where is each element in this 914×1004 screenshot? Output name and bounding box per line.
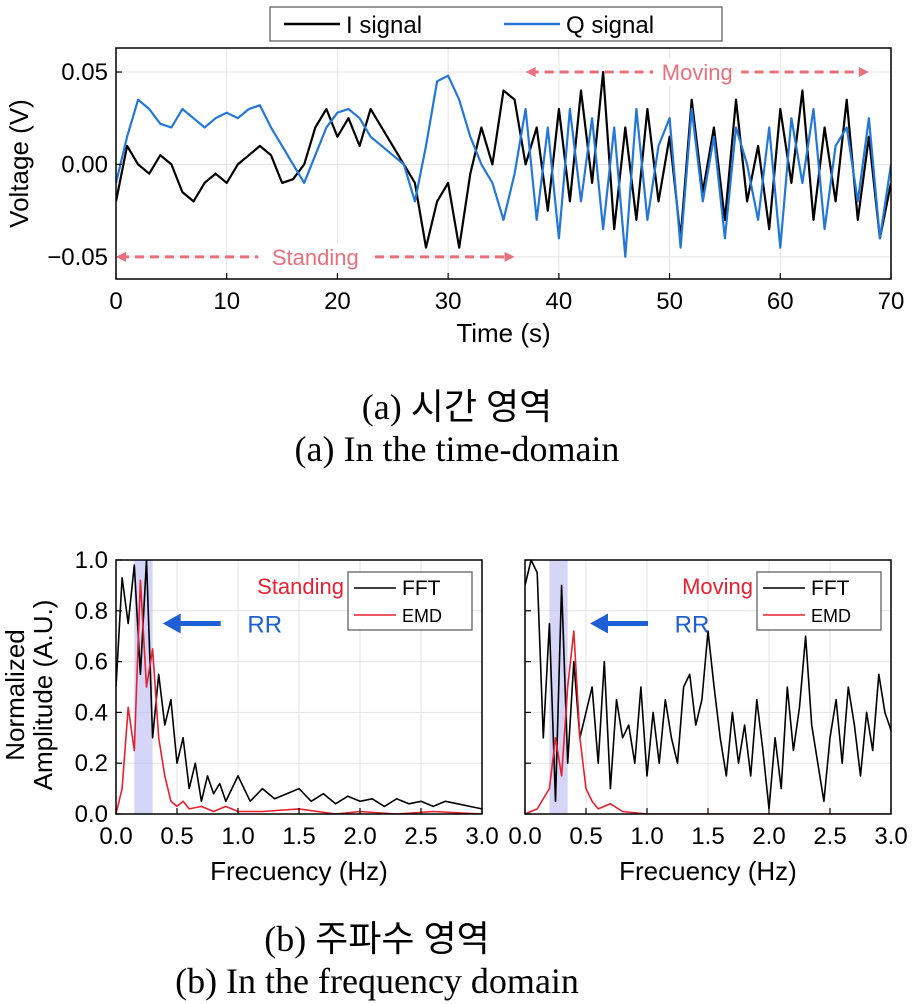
series-group bbox=[116, 70, 891, 258]
chart-freq-moving: 0.0 0.5 1.0 1.5 2.0 2.5 3.0 Frecuency (Hz) Movin… bbox=[508, 559, 908, 886]
series-emd bbox=[525, 630, 891, 814]
state-label: Moving bbox=[682, 574, 753, 599]
legend-frame bbox=[756, 571, 882, 631]
state-label: Standing bbox=[257, 574, 344, 599]
caption-b-english: (b) In the frequency domain bbox=[175, 961, 579, 1001]
y-tick-label: 0.00 bbox=[61, 151, 108, 178]
caption-b-korean: (b) 주파수 영역 bbox=[264, 919, 490, 959]
x-tick-label: 2.0 bbox=[343, 823, 376, 850]
legend-entry: I signal bbox=[346, 12, 422, 39]
legend-frame bbox=[347, 571, 473, 631]
x-tick-label: 1.5 bbox=[691, 823, 724, 850]
legend-entry: Q signal bbox=[566, 12, 654, 39]
chart-time: 0 10 20 30 40 50 60 70 −0.05 0.00 0.05 Time (s) Volt… bbox=[4, 6, 905, 348]
x-tick-label: 0.5 bbox=[160, 823, 193, 850]
x-tick-label: 3.0 bbox=[465, 823, 498, 850]
series-group bbox=[525, 560, 891, 814]
x-tick-label: 40 bbox=[546, 288, 573, 315]
annotation-standing: Standing bbox=[272, 245, 359, 270]
x-tick-label: 0.5 bbox=[569, 823, 602, 850]
x-tick-label: 1.0 bbox=[221, 823, 254, 850]
x-tick-label: 1.0 bbox=[630, 823, 663, 850]
arrowhead-right bbox=[858, 67, 869, 78]
x-tick-label: 1.5 bbox=[282, 823, 315, 850]
x-axis-label: Time (s) bbox=[456, 318, 550, 348]
y-axis-label: Normalized bbox=[0, 629, 30, 761]
rr-label: RR bbox=[675, 612, 710, 639]
x-tick-label: 60 bbox=[767, 288, 794, 315]
chart-freq-standing: 0.0 0.5 1.0 1.5 2.0 2.5 3.0 0.0 0.2 0.4 0.6 0.8 1.0 F… bbox=[0, 547, 499, 886]
x-tick-label: 50 bbox=[656, 288, 683, 315]
arrowhead-right bbox=[504, 251, 515, 262]
x-tick-label: 20 bbox=[324, 288, 351, 315]
annotation-bg bbox=[653, 58, 742, 87]
x-axis-label: Frecuency (Hz) bbox=[210, 856, 388, 886]
arrowhead-left bbox=[525, 67, 536, 78]
rr-arrowhead bbox=[162, 613, 181, 634]
legend-entry: EMD bbox=[811, 606, 851, 626]
caption-a-korean: (a) 시간 영역 bbox=[361, 387, 553, 427]
x-tick-label: 0.0 bbox=[99, 823, 132, 850]
x-axis-label: Frecuency (Hz) bbox=[619, 856, 797, 886]
x-tick-label: 30 bbox=[435, 288, 462, 315]
x-tick-label: 2.0 bbox=[752, 823, 785, 850]
y-tick-label: 0.4 bbox=[75, 699, 108, 726]
legend-entry: EMD bbox=[402, 606, 442, 626]
y-axis-label: Voltage (V) bbox=[4, 99, 34, 228]
y-tick-label: 0.0 bbox=[75, 801, 108, 828]
y-tick-label: 1.0 bbox=[75, 547, 108, 574]
x-tick-label: 2.5 bbox=[813, 823, 846, 850]
rr-label: RR bbox=[247, 612, 282, 639]
annotation-bg bbox=[258, 242, 373, 271]
series-q-signal bbox=[116, 74, 891, 258]
x-tick-label: 10 bbox=[213, 288, 240, 315]
x-tick-label: 0.0 bbox=[508, 823, 541, 850]
y-tick-label: −0.05 bbox=[47, 244, 108, 271]
plot-frame bbox=[115, 47, 892, 280]
caption-a-english: (a) In the time-domain bbox=[294, 429, 620, 469]
y-tick-label: 0.2 bbox=[75, 750, 108, 777]
series-fft bbox=[525, 560, 891, 810]
x-tick-label: 3.0 bbox=[874, 823, 907, 850]
y-tick-label: 0.6 bbox=[75, 649, 108, 676]
y-tick-label: 0.05 bbox=[61, 59, 108, 86]
legend-entry: FFT bbox=[402, 577, 441, 600]
x-tick-label: 0 bbox=[109, 288, 122, 315]
legend-entry: FFT bbox=[811, 577, 850, 600]
y-tick-label: 0.8 bbox=[75, 598, 108, 625]
series-fft bbox=[116, 560, 482, 810]
arrowhead-left bbox=[116, 251, 126, 262]
y-axis-label: Amplitude (A.U.) bbox=[28, 600, 58, 791]
x-tick-label: 2.5 bbox=[404, 823, 437, 850]
series-i-signal bbox=[116, 70, 891, 249]
annotation-moving: Moving bbox=[662, 60, 733, 85]
rr-arrowhead bbox=[590, 613, 608, 634]
legend: I signal Q signal bbox=[269, 6, 723, 42]
x-tick-label: 70 bbox=[878, 288, 905, 315]
legend-frame bbox=[269, 6, 723, 42]
